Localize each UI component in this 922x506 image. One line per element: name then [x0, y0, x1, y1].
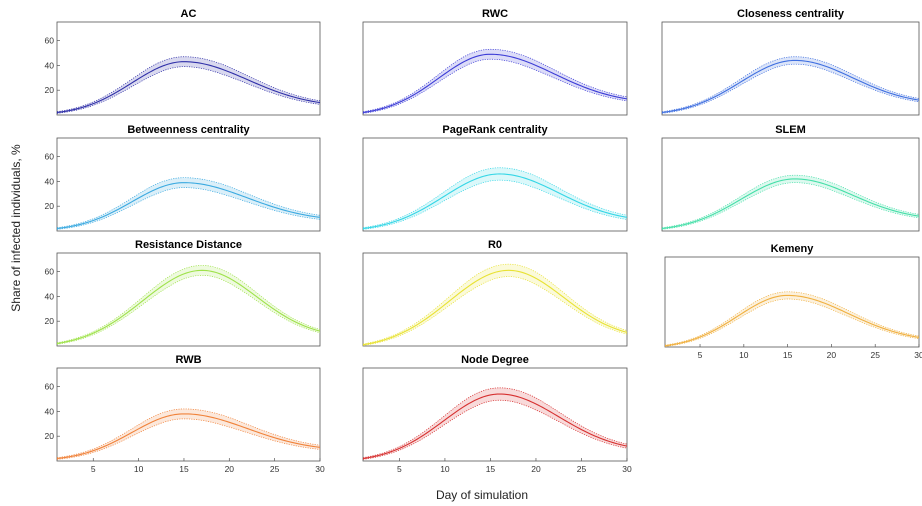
- lower-bound-line: [362, 399, 628, 460]
- panel-8: R0: [362, 239, 628, 347]
- panel-5: PageRank centrality: [362, 124, 628, 232]
- plot-frame: [661, 21, 920, 116]
- plot-frame: [661, 137, 920, 232]
- plot-frame: [362, 137, 628, 232]
- panel-title: RWB: [175, 354, 201, 366]
- panel-4: Betweenness centrality 20 40 60: [45, 124, 321, 232]
- x-tick-label: 25: [577, 464, 587, 474]
- y-tick-label: 60: [45, 36, 55, 46]
- x-tick-label: 30: [914, 350, 922, 360]
- lower-bound-line: [362, 179, 628, 230]
- y-tick-label: 40: [45, 291, 55, 301]
- plot-frame: [56, 252, 321, 347]
- panel-title: Closeness centrality: [737, 8, 845, 20]
- lower-bound-line: [56, 66, 321, 114]
- upper-bound-line: [664, 291, 920, 346]
- x-tick-label: 10: [440, 464, 450, 474]
- plot-frame: [362, 367, 628, 462]
- mean-line: [56, 269, 321, 345]
- panel-title: Kemeny: [771, 243, 815, 255]
- y-tick-label: 60: [45, 152, 55, 162]
- plot-frame: [664, 256, 920, 348]
- upper-bound-line: [56, 56, 321, 113]
- mean-line: [362, 269, 628, 346]
- x-tick-label: 5: [698, 350, 703, 360]
- upper-bound-line: [56, 177, 321, 228]
- panel-title: Betweenness centrality: [127, 124, 250, 136]
- panel-11: Node Degree 5 10 15 20 25 30: [362, 354, 632, 474]
- upper-bound-line: [56, 408, 321, 458]
- mean-line: [661, 59, 920, 114]
- y-tick-label: 40: [45, 60, 55, 70]
- plot-frame: [362, 21, 628, 116]
- panel-title: RWC: [482, 8, 508, 20]
- panel-1: AC 20 40 60: [45, 8, 321, 116]
- x-tick-label: 20: [531, 464, 541, 474]
- mean-line: [56, 182, 321, 230]
- x-tick-label: 10: [739, 350, 749, 360]
- y-tick-label: 20: [45, 201, 55, 211]
- panel-title: R0: [488, 239, 502, 251]
- panel-10: RWB 20 40 60 5 10 15 20 25 30: [45, 354, 325, 474]
- lower-bound-line: [661, 63, 920, 114]
- panel-title: PageRank centrality: [442, 124, 548, 136]
- y-tick-label: 60: [45, 267, 55, 277]
- x-tick-label: 30: [315, 464, 325, 474]
- plot-frame: [56, 21, 321, 116]
- mean-line: [56, 61, 321, 114]
- panel-title: AC: [181, 8, 197, 20]
- x-tick-label: 20: [827, 350, 837, 360]
- mean-line: [661, 178, 920, 230]
- panel-6: SLEM: [661, 124, 920, 232]
- upper-bound-line: [362, 263, 628, 345]
- panel-2: RWC: [362, 8, 628, 116]
- lower-bound-line: [56, 274, 321, 345]
- panel-title: Resistance Distance: [135, 239, 242, 251]
- y-tick-label: 60: [45, 382, 55, 392]
- confidence-band: [363, 49, 627, 114]
- x-tick-label: 10: [134, 464, 144, 474]
- mean-line: [664, 294, 920, 347]
- lower-bound-line: [362, 276, 628, 346]
- mean-line: [362, 173, 628, 230]
- x-axis-label: Day of simulation: [436, 488, 528, 502]
- y-tick-label: 20: [45, 85, 55, 95]
- confidence-band: [57, 177, 320, 230]
- panel-title: Node Degree: [461, 354, 529, 366]
- panel-3: Closeness centrality: [661, 8, 920, 116]
- panel-7: Resistance Distance 20 40 60: [45, 239, 321, 347]
- y-axis-label: Share of infected individuals, %: [9, 144, 23, 312]
- y-tick-label: 20: [45, 316, 55, 326]
- x-tick-label: 15: [179, 464, 189, 474]
- panel-9: Kemeny 5 10 15 20 25 30: [664, 243, 922, 360]
- lower-bound-line: [56, 187, 321, 230]
- lower-bound-line: [362, 58, 628, 114]
- upper-bound-line: [56, 265, 321, 344]
- y-tick-label: 40: [45, 406, 55, 416]
- mean-line: [56, 413, 321, 460]
- x-tick-label: 5: [91, 464, 96, 474]
- mean-line: [362, 393, 628, 460]
- upper-bound-line: [362, 48, 628, 113]
- panel-title: SLEM: [775, 124, 806, 136]
- lower-bound-line: [661, 182, 920, 230]
- upper-bound-line: [362, 167, 628, 228]
- lower-bound-line: [664, 298, 920, 347]
- y-tick-label: 40: [45, 176, 55, 186]
- upper-bound-line: [362, 387, 628, 459]
- x-tick-label: 15: [486, 464, 496, 474]
- confidence-band: [665, 291, 919, 347]
- x-tick-label: 15: [783, 350, 793, 360]
- x-tick-label: 25: [270, 464, 280, 474]
- confidence-band: [57, 408, 320, 460]
- x-tick-label: 30: [622, 464, 632, 474]
- upper-bound-line: [661, 174, 920, 229]
- x-tick-label: 25: [870, 350, 880, 360]
- mean-line: [362, 53, 628, 114]
- x-tick-label: 5: [397, 464, 402, 474]
- x-tick-label: 20: [225, 464, 235, 474]
- y-tick-label: 20: [45, 431, 55, 441]
